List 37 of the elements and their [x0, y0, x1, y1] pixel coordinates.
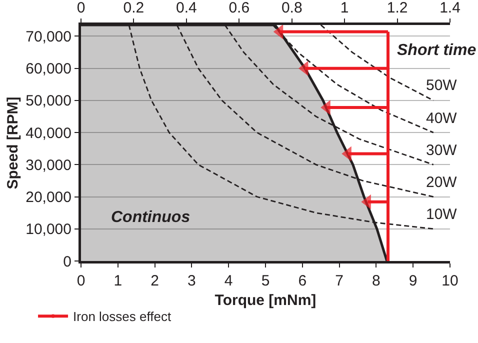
series-label: 10W [426, 206, 458, 223]
y-tick-label: 60,000 [26, 60, 72, 78]
x-tick-label: 5 [261, 272, 270, 290]
x2-tick-label: 0.2 [123, 0, 144, 16]
annotation: Continuos [111, 209, 190, 226]
x-tick-label: 0 [76, 272, 86, 290]
y-tick-label: 40,000 [26, 124, 72, 142]
x-tick-label: 9 [408, 272, 418, 290]
series-label: 40W [426, 110, 458, 127]
annotation: Short time [397, 42, 476, 59]
x-tick-label: 3 [188, 272, 196, 290]
series-label: 20W [426, 174, 458, 191]
x-axis-title: Torque [mNm] [214, 292, 316, 309]
x-tick-label: 4 [224, 272, 233, 290]
x-tick-label: 2 [150, 272, 159, 290]
x2-tick-label: 0.6 [228, 0, 250, 16]
y-tick-label: 10,000 [26, 221, 72, 238]
y-tick-label: 0 [63, 253, 72, 270]
x-tick-label: 7 [335, 272, 344, 290]
y-tick-label: 70,000 [26, 28, 72, 46]
x2-tick-label: 0 [76, 0, 86, 16]
x2-tick-label: 0.8 [281, 0, 302, 16]
x-tick-label: 1 [114, 272, 122, 290]
x2-tick-label: 1.4 [440, 0, 460, 16]
y-tick-label: 30,000 [26, 156, 72, 174]
x-tick-label: 10 [442, 272, 458, 290]
x-tick-label: 6 [298, 272, 307, 290]
legend-label: Iron losses effect [73, 309, 172, 324]
x2-tick-label: 1.2 [386, 0, 408, 16]
x-tick-label: 8 [372, 272, 380, 290]
x2-tick-label: 1 [340, 0, 349, 16]
y-tick-label: 20,000 [26, 189, 72, 206]
y-axis-title: Speed [RPM] [4, 96, 22, 190]
series-label: 50W [426, 77, 458, 94]
y-tick-label: 50,000 [26, 92, 72, 110]
x2-tick-label: 0.4 [176, 0, 197, 16]
series-label: 30W [426, 142, 458, 159]
